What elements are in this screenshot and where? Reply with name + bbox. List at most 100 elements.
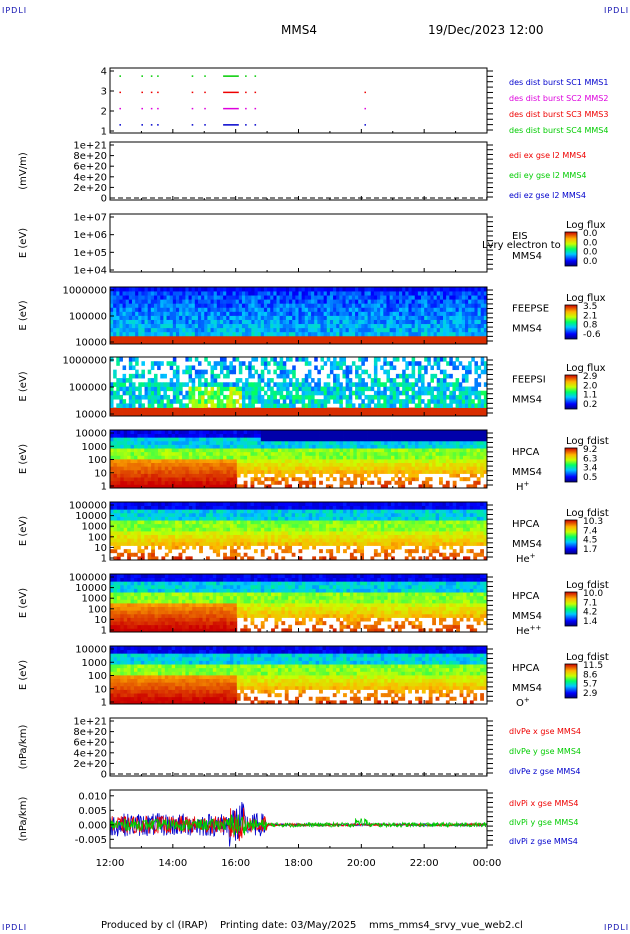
panel-feepsi-cell-87-2 <box>383 403 387 408</box>
panel-hpca-hplus-cell-37-8 <box>236 455 241 460</box>
panel-feepsi-cell-107-2 <box>446 403 450 408</box>
panel-hpca-hplus-cell-62-13 <box>322 437 327 442</box>
panel-feepsi-cell-69-9 <box>326 373 331 379</box>
panel-feepse-cell-35-8 <box>219 307 224 312</box>
panel-feepse-cell-6-4 <box>128 323 133 329</box>
panel-feepsi-cell-8-0 <box>135 411 139 417</box>
panel-hpca-hplus-cell-26-10 <box>199 448 203 453</box>
panel-hpca-hplus-cell-84-12 <box>397 440 402 445</box>
panel-hpca-hplus-cell-61-12 <box>319 440 323 445</box>
panel-feepse-cell-101-13 <box>427 287 431 292</box>
panel-feepse-cell-92-11 <box>399 295 403 300</box>
panel-feepse-cell-97-5 <box>414 319 419 325</box>
panel-feepse-cell-15-0 <box>157 339 161 345</box>
panel-feepsi-cell-105-13 <box>439 357 444 362</box>
panel-hpca-hplus-cell-55-11 <box>298 444 303 449</box>
panel-feepse-cell-82-0 <box>367 339 372 345</box>
panel-feepse-cell-82-7 <box>367 311 372 316</box>
panel-hpca-hplus-cell-109-12 <box>483 440 488 445</box>
panel-feepse-cell-72-2 <box>336 331 340 337</box>
panel-feepse-cell-115-9 <box>471 303 475 308</box>
panel-hpca-hplus-cell-66-10 <box>336 448 341 453</box>
panel-hpca-hplus-cell-10-15 <box>144 430 149 435</box>
panel-feepse-cell-102-8 <box>430 307 434 312</box>
panel-feepsi-cell-75-4 <box>345 394 350 400</box>
panel-feepse-cell-56-10 <box>285 299 290 304</box>
panel-feepsi-cell-47-8 <box>257 378 262 383</box>
panel-hpca-hplus-cell-19-2 <box>175 477 179 482</box>
panel-feepse-cell-63-4 <box>307 323 312 329</box>
panel-hpca-hplus-cell-10-13 <box>144 437 149 442</box>
panel-feepse-cell-42-1 <box>241 335 246 341</box>
panel-feepse-cell-64-0 <box>311 339 315 345</box>
panel-feepse-cell-2-5 <box>116 319 120 325</box>
panel-feepsi-cell-70-11 <box>329 365 334 371</box>
panel-hpca-hplus-cell-104-11 <box>466 444 471 449</box>
panel-feepse-cell-1-8 <box>113 307 117 312</box>
panel-feepse-cell-21-6 <box>175 315 180 320</box>
panel-feepse-cell-37-4 <box>226 323 230 329</box>
panel-hpca-hplus-cell-41-7 <box>250 459 255 464</box>
panel-hpca-hplus-cell-48-4 <box>274 469 279 474</box>
panel-feepse-cell-82-2 <box>367 331 372 337</box>
panel-hpca-hplus-cell-90-13 <box>418 437 423 442</box>
panel-hpca-hplus-cell-0-8 <box>110 455 114 460</box>
panel-hpca-hplus-cell-68-13 <box>343 437 347 442</box>
panel-feepsi-cell-102-5 <box>430 390 434 396</box>
panel-feepsi-cell-33-12 <box>213 361 218 366</box>
panel-feepse-cell-62-1 <box>304 335 309 341</box>
panel-hpca-hplus-cell-70-15 <box>349 430 354 435</box>
panel-hpca-hplus-cell-61-13 <box>319 437 323 442</box>
panel-feepse-cell-5-0 <box>125 339 130 345</box>
panel-feepse-cell-40-4 <box>235 323 240 329</box>
panel-hpca-hplus-cell-8-5 <box>137 466 142 471</box>
panel-feepsi-cell-5-5 <box>125 390 130 396</box>
panel-feepse-cell-16-12 <box>160 291 164 296</box>
panel-hpca-hplus-instrument: HPCA <box>512 447 540 458</box>
panel-feepsi-cell-35-5 <box>219 390 224 396</box>
panel-feepse-cell-16-11 <box>160 295 164 300</box>
panel-feepsi-cell-70-0 <box>329 411 334 417</box>
panel-feepsi-cell-89-4 <box>389 394 394 400</box>
panel-feepse-cell-60-5 <box>298 319 303 325</box>
panel-hpca-hplus-cell-39-6 <box>243 462 248 467</box>
panel-feepse-cell-14-13 <box>153 287 158 292</box>
panel-feepsi-cell-15-6 <box>157 386 161 392</box>
panel-feepse-cell-64-6 <box>311 315 315 320</box>
panel-hpca-heplus-cell-15-10 <box>161 520 166 525</box>
panel-hpca-hplus-cell-1-11 <box>113 444 118 449</box>
panel-hpca-hplus-cell-46-14 <box>267 433 272 438</box>
panel-hpca-hplus-cell-82-4 <box>391 469 395 474</box>
panel-hpca-hplus-cell-32-2 <box>219 477 224 482</box>
panel-feepse-cell-22-4 <box>179 323 183 329</box>
panel-feepsi-cell-39-11 <box>232 365 237 371</box>
panel-feepsi-cell-20-3 <box>172 399 177 404</box>
panel-hpca-hplus-cell-81-9 <box>387 451 392 456</box>
panel-hpca-hplus-cell-6-4 <box>130 469 135 474</box>
panel-feepsi-cell-28-0 <box>197 411 202 417</box>
panel-hpca-heplus-cell-14-5 <box>157 538 162 543</box>
panel-feepse-cell-98-13 <box>417 287 422 292</box>
panel-feepse-cell-85-11 <box>377 295 381 300</box>
panel-hpca-hplus-cell-103-7 <box>463 459 467 464</box>
panel-feepsi-cell-4-3 <box>122 399 127 404</box>
panel-hpca-heplus-cell-7-5 <box>133 538 138 543</box>
panel-hpca-hplus-cell-91-15 <box>421 430 426 435</box>
panel-feepsi-cell-29-7 <box>201 382 205 387</box>
panel-hpca-heplus-cell-7-7 <box>133 531 138 536</box>
panel-feepsi-cell-6-6 <box>128 386 133 392</box>
panel-feepsi-cell-52-3 <box>273 399 277 404</box>
panel-feepse-cell-73-4 <box>339 323 343 329</box>
panel-feepse-cell-21-1 <box>175 335 180 341</box>
panel-feepse-cell-90-8 <box>392 307 397 312</box>
panel-hpca-hplus-cell-99-15 <box>449 430 454 435</box>
panel-hpca-hplus-cell-105-13 <box>469 437 474 442</box>
panel-feepsi-cell-76-2 <box>348 403 353 408</box>
panel-feepse-cell-115-6 <box>471 315 475 320</box>
panel-feepse-cell-60-11 <box>298 295 303 300</box>
panel-feepse-cell-49-1 <box>263 335 268 341</box>
panel-hpca-hplus-cell-8-10 <box>137 448 142 453</box>
panel-feepsi-cell-103-13 <box>433 357 438 362</box>
panel-feepsi-cell-75-2 <box>345 403 350 408</box>
panel-feepsi-cell-31-0 <box>207 411 211 417</box>
